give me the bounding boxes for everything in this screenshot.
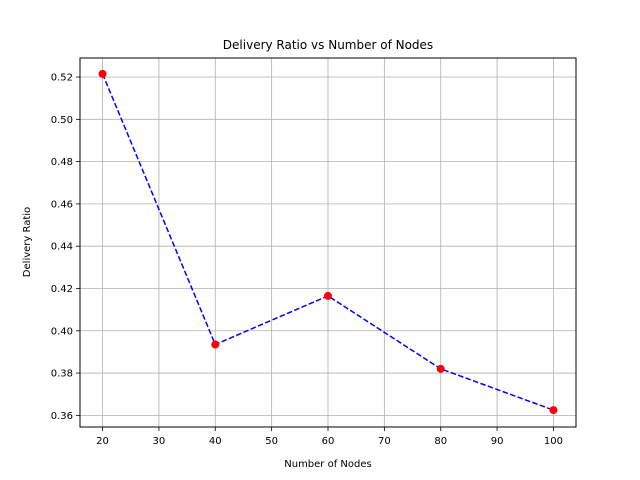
x-tick-label: 70 [378, 436, 391, 447]
x-tick-label: 90 [491, 436, 504, 447]
y-axis: 0.36 0.38 0.40 0.42 0.44 0.46 0.48 0.50 0.52 [51, 73, 80, 422]
y-axis-title: Delivery Ratio [22, 207, 33, 277]
x-tick-label: 100 [544, 436, 563, 447]
data-point [211, 340, 220, 349]
y-tick-label: 0.38 [51, 369, 73, 380]
y-tick-label: 0.52 [51, 73, 73, 84]
data-point [436, 364, 445, 373]
y-tick-label: 0.50 [51, 115, 73, 126]
grid [80, 58, 576, 427]
x-tick-label: 50 [265, 436, 278, 447]
x-axis-title: Number of Nodes [284, 459, 371, 470]
data-point [98, 69, 107, 78]
x-tick-label: 60 [322, 436, 335, 447]
y-tick-label: 0.48 [51, 157, 73, 168]
x-tick-label: 80 [434, 436, 447, 447]
data-point [324, 291, 332, 300]
y-tick-label: 0.44 [51, 242, 73, 253]
chart-title: Delivery Ratio vs Number of Nodes [223, 38, 433, 52]
data-point [549, 406, 558, 415]
x-tick-label: 40 [209, 436, 222, 447]
y-tick-label: 0.40 [51, 326, 73, 337]
series-group [98, 69, 558, 415]
x-tick-label: 20 [96, 436, 109, 447]
x-tick-label: 30 [153, 436, 166, 447]
y-tick-label: 0.36 [51, 411, 73, 422]
y-tick-label: 0.46 [51, 199, 73, 210]
x-axis: 20 30 40 50 60 70 80 90 100 [96, 427, 563, 447]
y-tick-label: 0.42 [51, 284, 73, 295]
